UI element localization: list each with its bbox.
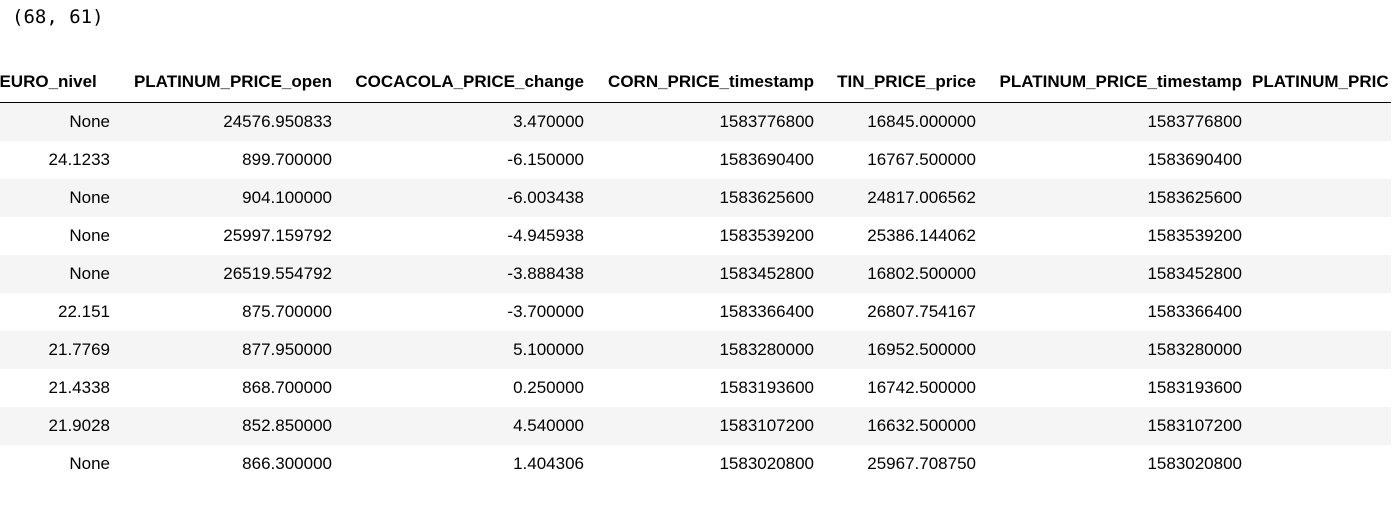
table-cell: 24.1233 [48, 150, 110, 169]
table-cell: 1583776800 [986, 102, 1252, 141]
table-cell: 26807.754167 [867, 302, 976, 321]
table-cell: 1583280000 [594, 331, 824, 369]
table-cell: 21.7769 [0, 331, 120, 369]
table-cell: None [69, 454, 110, 473]
table-row: None 866.300000 1.404306 1583020800 25967.70… [0, 445, 1391, 482]
table-row: 22.151 875.700000 -3.700000 1583366400 26807… [0, 293, 1391, 331]
table-cell: 25997.159792 [223, 226, 332, 245]
table-cell: -4.945938 [507, 226, 584, 245]
table-cell: None [0, 179, 120, 217]
table-cell [1252, 217, 1391, 255]
table-cell: 1583020800 [1147, 454, 1242, 473]
table-cell: 26519.554792 [120, 255, 342, 293]
table-cell: 22.151 [58, 302, 110, 321]
table-cell: 21.9028 [0, 407, 120, 445]
table-cell: 852.850000 [120, 407, 342, 445]
table-cell [1252, 445, 1391, 482]
table-cell: 1583020800 [719, 454, 814, 473]
table-cell: 25967.708750 [867, 454, 976, 473]
header-row: _EURO_nivel PLATINUM_PRICE_open COCACOLA… [0, 62, 1391, 103]
table-cell: 4.540000 [342, 407, 594, 445]
table-cell: 16767.500000 [867, 150, 976, 169]
column-header: PLATINUM_PRICE_timestamp [986, 62, 1252, 103]
table-cell [1252, 141, 1391, 179]
table-cell: 875.700000 [242, 302, 332, 321]
table-row: None 25997.159792 -4.945938 1583539200 25386… [0, 217, 1391, 255]
table-cell: 1583366400 [1147, 302, 1242, 321]
table-cell [1252, 293, 1391, 331]
table-cell: -6.150000 [507, 150, 584, 169]
table-cell: 1583452800 [594, 255, 824, 293]
dataframe-viewport[interactable]: _EURO_nivel PLATINUM_PRICE_open COCACOLA… [0, 62, 1391, 482]
column-header: TIN_PRICE_price [824, 62, 986, 103]
table-cell: 1.404306 [513, 454, 584, 473]
table-cell: 899.700000 [242, 150, 332, 169]
table-cell: 16632.500000 [824, 407, 986, 445]
table-cell: 16742.500000 [867, 378, 976, 397]
table-cell: 1583107200 [594, 407, 824, 445]
table-cell: 904.100000 [120, 179, 342, 217]
table-row: None 24576.950833 3.470000 1583776800 16845.… [0, 102, 1391, 141]
column-header: PLATINUM_PRICE_open [120, 62, 342, 103]
table-body: None 24576.950833 3.470000 1583776800 16845.… [0, 102, 1391, 483]
table-cell: 16952.500000 [824, 331, 986, 369]
column-header: COCACOLA_PRICE_change [342, 62, 594, 103]
table-cell: None [0, 255, 120, 293]
table-cell: 1583366400 [719, 302, 814, 321]
table-cell: -3.888438 [342, 255, 594, 293]
table-cell: 1583625600 [986, 179, 1252, 217]
table-cell: 1583690400 [1147, 150, 1242, 169]
table-cell: 21.4338 [48, 378, 110, 397]
table-cell [1252, 102, 1391, 141]
column-header: _EURO_nivel [0, 62, 120, 103]
table-cell: -3.700000 [507, 302, 584, 321]
table-cell [1252, 369, 1391, 407]
table-cell: 1583452800 [986, 255, 1252, 293]
table-cell [1252, 407, 1391, 445]
table-cell: 1583193600 [719, 378, 814, 397]
table-cell: 1583625600 [594, 179, 824, 217]
table-cell: 24576.950833 [120, 102, 342, 141]
table-cell: 24817.006562 [824, 179, 986, 217]
table-row: 21.4338 868.700000 0.250000 1583193600 16742… [0, 369, 1391, 407]
table-header: _EURO_nivel PLATINUM_PRICE_open COCACOLA… [0, 62, 1391, 103]
table-cell: 16845.000000 [824, 102, 986, 141]
table-row: None 904.100000 -6.003438 1583625600 24817.0… [0, 179, 1391, 217]
table-cell: None [0, 102, 120, 141]
table-cell: -6.003438 [342, 179, 594, 217]
table-cell: None [69, 226, 110, 245]
table-cell: 1583107200 [986, 407, 1252, 445]
table-cell: 868.700000 [242, 378, 332, 397]
table-cell: 1583690400 [719, 150, 814, 169]
table-cell: 5.100000 [342, 331, 594, 369]
table-cell [1252, 255, 1391, 293]
table-cell: 1583539200 [719, 226, 814, 245]
column-header: CORN_PRICE_timestamp [594, 62, 824, 103]
table-cell: 16802.500000 [824, 255, 986, 293]
table-row: 21.9028 852.850000 4.540000 1583107200 16632… [0, 407, 1391, 445]
table-cell: 877.950000 [120, 331, 342, 369]
table-row: None 26519.554792 -3.888438 1583452800 16802… [0, 255, 1391, 293]
table-cell: 866.300000 [242, 454, 332, 473]
table-cell: 0.250000 [513, 378, 584, 397]
column-header: PLATINUM_PRIC [1252, 62, 1391, 103]
table-cell: 1583193600 [1147, 378, 1242, 397]
table-cell: 1583539200 [1147, 226, 1242, 245]
output-shape-text: (68, 61) [12, 6, 104, 28]
table-cell [1252, 331, 1391, 369]
table-row: 24.1233 899.700000 -6.150000 1583690400 1676… [0, 141, 1391, 179]
table-row: 21.7769 877.950000 5.100000 1583280000 16952… [0, 331, 1391, 369]
table-cell [1252, 179, 1391, 217]
table-cell: 1583776800 [594, 102, 824, 141]
table-cell: 25386.144062 [867, 226, 976, 245]
table-cell: 3.470000 [342, 102, 594, 141]
table-cell: 1583280000 [986, 331, 1252, 369]
dataframe-table: _EURO_nivel PLATINUM_PRICE_open COCACOLA… [0, 62, 1391, 482]
